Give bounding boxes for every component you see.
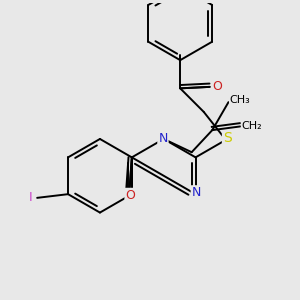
Text: O: O [212, 80, 222, 93]
Text: O: O [125, 189, 135, 202]
Text: N: N [192, 186, 201, 199]
Text: N: N [158, 132, 168, 145]
Text: CH₂: CH₂ [242, 121, 262, 131]
Text: I: I [29, 191, 32, 204]
Text: S: S [223, 131, 232, 146]
Text: CH₃: CH₃ [230, 95, 250, 105]
